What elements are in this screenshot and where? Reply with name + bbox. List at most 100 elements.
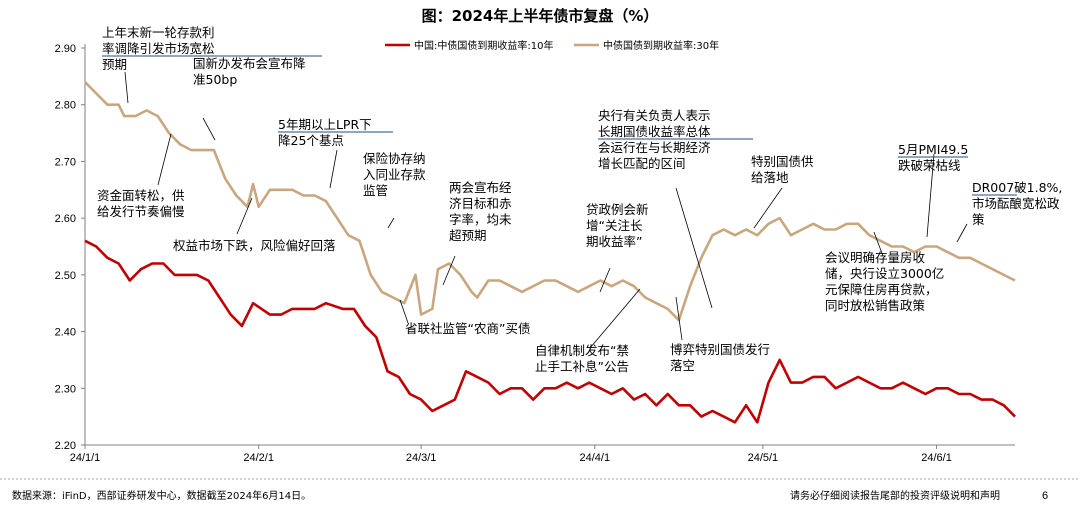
footer-disclaimer: 请务必仔细阅读报告尾部的投资评级说明和声明 xyxy=(790,489,1000,502)
leader-line xyxy=(675,296,683,341)
y-tick-label: 2.20 xyxy=(55,440,76,452)
leader-line xyxy=(399,299,409,324)
annotation-line: 字率，均未 xyxy=(449,212,512,227)
annotation-line: 元保障住房再贷款， xyxy=(825,282,938,297)
annotation-line: 期收益率” xyxy=(586,234,642,249)
y-tick-label: 2.70 xyxy=(55,156,76,168)
annotation-line: 增“关注长 xyxy=(586,218,643,233)
y-tick-label: 2.40 xyxy=(55,327,76,339)
y-tick-label: 2.60 xyxy=(55,213,76,225)
annotation-line: 国新办发布会宣布降 xyxy=(193,56,306,71)
annotation-line: 济目标和赤 xyxy=(449,196,512,211)
annotation-line: 会议明确存量房收 xyxy=(825,250,926,265)
annotation-line: 超预期 xyxy=(449,228,487,243)
annotation-line: 上年末新一轮存款利 xyxy=(102,25,215,40)
annotation-line: 给落地 xyxy=(751,170,789,185)
annotation-line: 自律机制发布“禁 xyxy=(535,343,629,358)
annotation-line: 长期国债收益率总体 xyxy=(598,124,711,139)
annotation-line: 准50bp xyxy=(193,72,237,87)
leader-line xyxy=(202,117,216,141)
leader-line xyxy=(589,288,641,349)
annotation: 权益市场下跌，风险偏好回落 xyxy=(173,238,336,253)
leader-line xyxy=(873,231,884,257)
annotation-line: 策 xyxy=(972,212,985,227)
series-group xyxy=(84,81,1016,424)
annotation-line: 同时放松销售政策 xyxy=(825,298,926,313)
annotation-line: 保险协存纳 xyxy=(363,151,426,166)
page-number: 6 xyxy=(1042,490,1048,502)
annotation-line: 会运行在与长期经济 xyxy=(598,140,711,155)
axes: 2.90 2.80 2.70 2.60 2.50 2.40 2.30 2.2024/1/1 24… xyxy=(55,43,1015,464)
legend-label-30y: 中债国债到期收益率:30年 xyxy=(603,39,719,52)
annotation-line: 特别国债供 xyxy=(751,154,814,169)
annotation-line: 监管 xyxy=(363,183,388,198)
annotation-line: 储，央行设立3000亿 xyxy=(825,266,944,281)
annotation-line: 预期 xyxy=(102,57,127,72)
leader-line xyxy=(926,153,935,238)
annotation-line: 市场酝酿宽松政 xyxy=(972,196,1060,211)
annotation-line: 央行有关负责人表示 xyxy=(598,108,711,123)
x-tick-label: 24/5/1 xyxy=(748,452,779,464)
annotation-line: 资金面转松，供 xyxy=(97,188,185,203)
annotation-line: 省联社监管“农商”买债 xyxy=(405,321,530,336)
annotation-line: 增长匹配的区间 xyxy=(598,156,686,171)
x-tick-label: 24/3/1 xyxy=(406,452,437,464)
annotation-line: 降25个基点 xyxy=(278,133,344,148)
leader-line xyxy=(329,149,338,189)
leader-line xyxy=(387,217,395,229)
annotation-line: 博弈特别国债发行 xyxy=(670,342,770,357)
annotation-leaders xyxy=(124,71,968,349)
leader-line xyxy=(442,255,456,286)
leader-line xyxy=(753,187,783,229)
annotation-line: 入同业存款 xyxy=(363,167,426,182)
leader-line xyxy=(599,267,611,293)
annotation-line: 贷政例会新 xyxy=(586,202,649,217)
annotation-line: 权益市场下跌，风险偏好回落 xyxy=(173,238,336,253)
annotation-line: 止手工补息”公告 xyxy=(535,359,629,374)
footer-source: 数据来源：iFinD，西部证券研发中心，数据截至2024年6月14日。 xyxy=(12,489,311,502)
legend: 中国:中债国债到期收益率:10年 中债国债到期收益率:30年 xyxy=(385,39,719,52)
x-tick-label: 24/6/1 xyxy=(921,452,952,464)
leader-line xyxy=(236,197,253,235)
x-tick-label: 24/4/1 xyxy=(580,452,611,464)
annotation-line: 落空 xyxy=(670,358,695,373)
annotation-line: 两会宣布经 xyxy=(449,180,512,195)
y-tick-label: 2.30 xyxy=(55,383,76,395)
leader-line xyxy=(675,187,713,309)
annotation-line: DR007破1.8%, xyxy=(972,180,1062,195)
annotation-line: 率调降引发市场宽松 xyxy=(102,41,215,56)
leader-line xyxy=(956,223,968,243)
y-tick-label: 2.50 xyxy=(55,270,76,282)
chart-title: 图：2024年上半年债市复盘（%） xyxy=(422,7,659,25)
legend-label-10y: 中国:中债国债到期收益率:10年 xyxy=(414,39,553,52)
series-line-10y xyxy=(84,239,1016,424)
annotation-line: 跌破荣枯线 xyxy=(898,158,961,173)
annotation: 省联社监管“农商”买债 xyxy=(405,321,530,336)
annotation-line: 5月PMI49.5 xyxy=(898,142,968,157)
annotation-line: 5年期以上LPR下 xyxy=(278,117,372,132)
x-tick-label: 24/1/1 xyxy=(70,452,101,464)
series-line-30y xyxy=(84,81,1016,322)
y-tick-label: 2.80 xyxy=(55,100,76,112)
x-tick-label: 24/2/1 xyxy=(243,452,274,464)
leader-line xyxy=(124,71,129,104)
leader-line xyxy=(157,133,172,186)
annotation-line: 给发行节奏偏慢 xyxy=(97,204,185,219)
y-tick-label: 2.90 xyxy=(55,43,76,55)
